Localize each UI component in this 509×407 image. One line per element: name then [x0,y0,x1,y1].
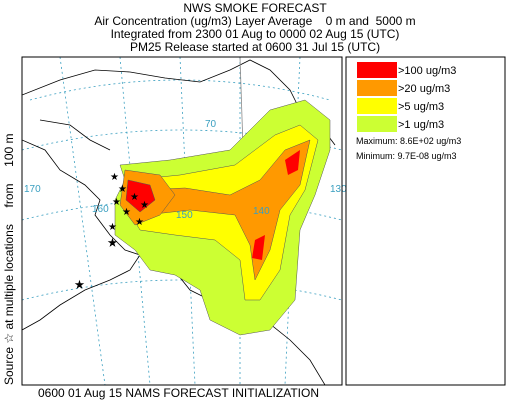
svg-text:★: ★ [118,184,127,195]
legend-label: >5 ug/m3 [398,101,444,113]
legend-label: >100 ug/m3 [398,65,456,77]
subtitle: PM25 Release started at 0600 31 Jul 15 (… [130,40,380,54]
legend-swatch [357,62,397,78]
grid-label: 140 [253,206,270,217]
grid-label: 70 [205,119,217,130]
grid-label: 130 [330,184,347,195]
map-frame [21,56,343,386]
smoke-plume [114,99,331,336]
svg-text:★: ★ [108,238,117,249]
side-label: Source ☆ at multiple locations from 100 … [2,133,16,385]
legend: Maximum: 8.6E+02 ug/m3 Minimum: 9.7E-08 … [345,56,506,386]
subtitle: Integrated from 2300 01 Aug to 0000 02 A… [111,27,400,41]
grid-label: 160 [92,204,109,215]
svg-text:★: ★ [112,197,121,208]
grid-label: 170 [24,184,41,195]
legend-minimum: Minimum: 9.7E-08 ug/m3 [356,151,457,161]
title: NWS SMOKE FORECAST [183,1,327,15]
svg-text:★: ★ [122,207,131,218]
svg-text:★: ★ [130,192,139,203]
source-stars: ★★★ ★★★ ★★ ★ ★ [75,172,149,291]
legend-swatch [357,98,397,114]
legend-label: >1 ug/m3 [398,119,444,131]
legend-swatch [357,80,397,96]
legend-label: >20 ug/m3 [398,83,450,95]
grid-label: 150 [176,210,193,221]
svg-text:★: ★ [75,280,84,291]
map: ★★★ ★★★ ★★ ★ ★ 70 170 160 150 140 130 [21,56,347,386]
svg-text:★: ★ [110,172,119,183]
footer: 0600 01 Aug 15 NAMS FORECAST INITIALIZAT… [38,386,319,400]
legend-swatch [357,116,397,132]
subtitle: Air Concentration (ug/m3) Layer Average … [94,14,415,28]
legend-maximum: Maximum: 8.6E+02 ug/m3 [356,136,461,146]
svg-text:★: ★ [135,217,144,228]
svg-text:★: ★ [108,222,117,233]
legend-frame [345,56,506,386]
svg-text:★: ★ [140,200,149,211]
